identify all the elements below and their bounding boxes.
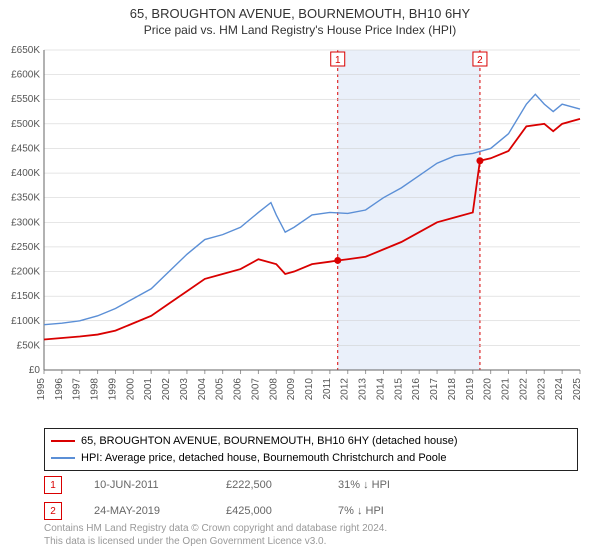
chart-title: 65, BROUGHTON AVENUE, BOURNEMOUTH, BH10 …	[0, 0, 600, 23]
legend: 65, BROUGHTON AVENUE, BOURNEMOUTH, BH10 …	[44, 428, 578, 471]
marker-change: 31% ↓ HPI	[338, 479, 418, 491]
svg-text:1997: 1997	[72, 378, 83, 401]
marker-date: 24-MAY-2019	[94, 505, 194, 517]
svg-text:2020: 2020	[483, 378, 494, 401]
legend-item: HPI: Average price, detached house, Bour…	[51, 450, 571, 467]
svg-text:£350K: £350K	[11, 193, 40, 204]
svg-text:2012: 2012	[340, 378, 351, 401]
marker-change: 7% ↓ HPI	[338, 505, 418, 517]
chart-subtitle: Price paid vs. HM Land Registry's House …	[0, 23, 600, 39]
svg-text:2022: 2022	[518, 378, 529, 401]
legend-swatch	[51, 457, 75, 459]
svg-text:2007: 2007	[250, 378, 261, 401]
marker-date: 10-JUN-2011	[94, 479, 194, 491]
svg-text:£100K: £100K	[11, 316, 40, 327]
svg-text:1: 1	[335, 55, 341, 66]
svg-text:2005: 2005	[215, 378, 226, 401]
footnote-line: This data is licensed under the Open Gov…	[44, 535, 387, 548]
svg-text:2009: 2009	[286, 378, 297, 401]
svg-text:£50K: £50K	[17, 340, 41, 351]
svg-text:2023: 2023	[536, 378, 547, 401]
footnote: Contains HM Land Registry data © Crown c…	[44, 522, 387, 548]
marker-number-box: 1	[44, 476, 62, 494]
svg-text:1995: 1995	[36, 378, 47, 401]
svg-text:2003: 2003	[179, 378, 190, 401]
footnote-line: Contains HM Land Registry data © Crown c…	[44, 522, 387, 535]
svg-text:2025: 2025	[572, 378, 583, 401]
svg-text:2006: 2006	[233, 378, 244, 401]
svg-text:1996: 1996	[54, 378, 65, 401]
svg-text:2011: 2011	[322, 378, 333, 400]
svg-text:2014: 2014	[375, 378, 386, 401]
svg-text:2002: 2002	[161, 378, 172, 401]
svg-text:2: 2	[477, 55, 483, 66]
legend-label: 65, BROUGHTON AVENUE, BOURNEMOUTH, BH10 …	[81, 433, 458, 450]
marker-price: £425,000	[226, 505, 306, 517]
marker-number-box: 2	[44, 502, 62, 520]
svg-text:£550K: £550K	[11, 94, 40, 105]
line-chart: £0 £50K £100K £150K £200K £250K £300K £350K £400…	[0, 40, 600, 420]
chart-area: £0 £50K £100K £150K £200K £250K £300K £350K £400…	[0, 40, 600, 420]
svg-text:2018: 2018	[447, 378, 458, 401]
svg-text:1998: 1998	[90, 378, 101, 401]
svg-text:2021: 2021	[501, 378, 512, 401]
svg-text:2001: 2001	[143, 378, 154, 401]
svg-text:£600K: £600K	[11, 70, 40, 81]
svg-text:2016: 2016	[411, 378, 422, 401]
svg-text:£450K: £450K	[11, 143, 40, 154]
svg-text:2010: 2010	[304, 378, 315, 401]
svg-text:£0: £0	[29, 365, 41, 376]
svg-text:2019: 2019	[465, 378, 476, 401]
svg-text:2024: 2024	[554, 378, 565, 401]
marker-row: 1 10-JUN-2011 £222,500 31% ↓ HPI	[44, 472, 564, 498]
svg-text:1999: 1999	[107, 378, 118, 401]
svg-text:£300K: £300K	[11, 217, 40, 228]
svg-text:£150K: £150K	[11, 291, 40, 302]
svg-text:£250K: £250K	[11, 242, 40, 253]
svg-text:2000: 2000	[125, 378, 136, 401]
svg-text:2015: 2015	[393, 378, 404, 401]
marker-row: 2 24-MAY-2019 £425,000 7% ↓ HPI	[44, 498, 564, 524]
svg-text:£650K: £650K	[11, 45, 40, 56]
svg-text:£200K: £200K	[11, 267, 40, 278]
sale-markers-table: 1 10-JUN-2011 £222,500 31% ↓ HPI 2 24-MAY-201…	[44, 472, 564, 524]
svg-text:2013: 2013	[358, 378, 369, 401]
chart-container: 65, BROUGHTON AVENUE, BOURNEMOUTH, BH10 …	[0, 0, 600, 560]
svg-text:2017: 2017	[429, 378, 440, 401]
legend-item: 65, BROUGHTON AVENUE, BOURNEMOUTH, BH10 …	[51, 433, 571, 450]
legend-swatch	[51, 440, 75, 442]
svg-text:£500K: £500K	[11, 119, 40, 130]
svg-text:2008: 2008	[268, 378, 279, 401]
svg-text:2004: 2004	[197, 378, 208, 401]
legend-label: HPI: Average price, detached house, Bour…	[81, 450, 446, 467]
marker-price: £222,500	[226, 479, 306, 491]
svg-text:£400K: £400K	[11, 168, 40, 179]
